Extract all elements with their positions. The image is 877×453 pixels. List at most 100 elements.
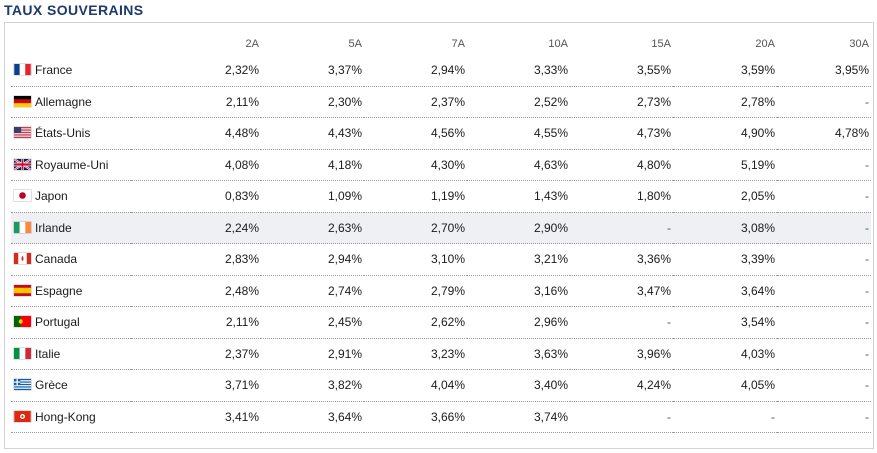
rate-cell-20a: 3,08% [673,212,777,244]
rate-cell-7a: 3,23% [364,338,467,370]
rate-cell-2a: 3,41% [131,401,261,433]
country-label: Japon [35,189,68,204]
rate-cell-20a: 5,19% [673,149,777,181]
uk-flag-icon [14,158,31,170]
rate-cell-5a: 4,43% [261,117,364,150]
rate-cell-10a: 3,33% [467,55,570,87]
rate-cell-10a: 3,63% [467,338,570,370]
header-5a: 5A [348,38,362,50]
country-label: France [35,63,73,78]
country-label: Royaume-Uni [35,157,109,172]
rate-cell-20a: 3,54% [673,306,777,339]
rate-cell-7a: 4,30% [364,149,467,181]
header-country [11,33,131,55]
rate-cell-10a: 1,43% [467,180,570,213]
sovereign-rates-table: 2A 5A 7A 10A 15A 20A 30A France 2,32% 3,37… [11,33,871,433]
table-row: Allemagne 2,11% 2,30% 2,37% 2,52% 2,73% 2,78% - [11,86,871,118]
rate-cell-15a: 4,80% [570,149,673,181]
rate-cell-30a: - [777,401,871,433]
country-cell: Royaume-Uni [11,149,131,181]
table-row: États-Unis 4,48% 4,43% 4,56% 4,55% 4,73% 4,90%… [11,117,871,150]
rate-cell-10a: 2,90% [467,212,570,244]
rate-cell-10a: 2,96% [467,306,570,339]
country-cell: Canada [11,243,131,276]
rate-cell-30a: - [777,275,871,307]
country-cell: Japon [11,180,131,213]
header-row: 2A 5A 7A 10A 15A 20A 30A [11,33,871,55]
rate-cell-30a: - [777,338,871,370]
rate-cell-20a: 4,05% [673,369,777,402]
rate-cell-7a: 3,66% [364,401,467,433]
table-title: TAUX SOUVERAINS [4,2,144,18]
table-row: Grèce 3,71% 3,82% 4,04% 3,40% 4,24% 4,05% - [11,369,871,402]
canada-flag-icon [14,253,31,265]
country-cell: Italie [11,338,131,370]
rate-cell-20a: 3,64% [673,275,777,307]
usa-flag-icon [14,127,31,139]
rate-cell-2a: 2,11% [131,86,261,118]
table-row: Hong-Kong 3,41% 3,64% 3,66% 3,74% - - - [11,401,871,433]
country-label: États-Unis [35,126,91,141]
rate-cell-5a: 2,45% [261,306,364,339]
rate-cell-15a: 3,47% [570,275,673,307]
country-label: Allemagne [35,94,92,109]
rate-cell-10a: 4,63% [467,149,570,181]
rate-cell-2a: 4,08% [131,149,261,181]
rate-cell-30a: - [777,149,871,181]
sovereign-rates-panel: 2A 5A 7A 10A 15A 20A 30A France 2,32% 3,37… [4,22,874,449]
country-cell: Irlande [11,212,131,244]
rate-cell-15a: 2,73% [570,86,673,118]
country-label: Irlande [35,220,72,235]
rate-cell-2a: 2,24% [131,212,261,244]
rate-cell-10a: 3,74% [467,401,570,433]
header-10a: 10A [548,38,568,50]
rate-cell-2a: 2,32% [131,55,261,87]
table-row: Italie 2,37% 2,91% 3,23% 3,63% 3,96% 4,03% - [11,338,871,370]
header-20a: 20A [755,38,775,50]
rate-cell-10a: 4,55% [467,117,570,150]
rate-cell-30a: 4,78% [777,117,871,150]
japan-flag-icon [14,190,31,202]
rate-cell-2a: 4,48% [131,117,261,150]
rate-cell-15a: 3,36% [570,243,673,276]
rate-cell-7a: 4,56% [364,117,467,150]
ireland-flag-icon [14,221,31,233]
rate-cell-30a: - [777,180,871,213]
rate-cell-15a: - [570,306,673,339]
rate-cell-20a: 4,03% [673,338,777,370]
rate-cell-5a: 3,82% [261,369,364,402]
rate-cell-15a: - [570,401,673,433]
rate-cell-20a: 2,78% [673,86,777,118]
rate-cell-10a: 3,21% [467,243,570,276]
rate-cell-5a: 2,63% [261,212,364,244]
country-label: Hong-Kong [35,409,96,424]
rate-cell-2a: 2,83% [131,243,261,276]
country-cell: Espagne [11,275,131,307]
table-row: Japon 0,83% 1,09% 1,19% 1,43% 1,80% 2,05% - [11,180,871,213]
country-cell: Allemagne [11,86,131,118]
rate-cell-20a: 4,90% [673,117,777,150]
rate-cell-5a: 3,64% [261,401,364,433]
header-30a: 30A [849,38,869,50]
rate-cell-2a: 0,83% [131,180,261,213]
portugal-flag-icon [14,316,31,328]
country-label: Portugal [35,315,80,330]
header-2a: 2A [245,38,259,50]
country-cell: Hong-Kong [11,401,131,433]
rate-cell-10a: 3,40% [467,369,570,402]
rate-cell-5a: 1,09% [261,180,364,213]
table-row: Royaume-Uni 4,08% 4,18% 4,30% 4,63% 4,80% 5,19… [11,149,871,181]
rate-cell-20a: - [673,401,777,433]
rate-cell-30a: - [777,306,871,339]
rate-cell-20a: 2,05% [673,180,777,213]
rate-cell-2a: 3,71% [131,369,261,402]
rate-cell-15a: 3,55% [570,55,673,87]
country-label: Italie [35,346,61,361]
france-flag-icon [14,64,31,76]
country-label: Espagne [35,283,83,298]
rate-cell-7a: 2,37% [364,86,467,118]
table-row: Irlande 2,24% 2,63% 2,70% 2,90% -3,08% - [11,212,871,244]
table-row: France 2,32% 3,37% 2,94% 3,33% 3,55% 3,59% 3,95… [11,55,871,87]
spain-flag-icon [14,284,31,296]
rate-cell-15a: 4,24% [570,369,673,402]
